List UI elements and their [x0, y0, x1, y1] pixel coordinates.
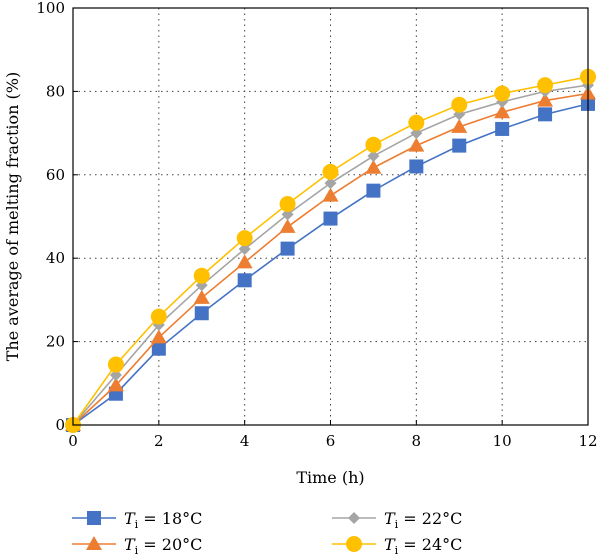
data-point [495, 121, 510, 136]
y-axis-label: The average of melting fraction (%) [3, 72, 22, 361]
legend-label-main: T [124, 509, 136, 528]
data-point [452, 138, 467, 153]
legend-label-sub: i [395, 518, 399, 531]
data-point [151, 341, 166, 356]
data-point [236, 230, 253, 247]
y-tick-label: 20 [46, 333, 65, 351]
data-point [193, 289, 210, 304]
data-point [367, 150, 380, 163]
data-point [279, 218, 296, 233]
legend-label-rest: = 22°C [398, 509, 462, 528]
legend-marker [87, 511, 101, 525]
legend-label-main: T [124, 535, 136, 554]
y-tick-label: 100 [36, 0, 65, 17]
data-point [280, 241, 295, 256]
legend-item: Ti = 22°C [332, 509, 462, 531]
data-point [150, 329, 167, 344]
data-point [322, 163, 339, 180]
data-point [194, 306, 209, 321]
data-point [238, 243, 251, 256]
legend-label: Ti = 18°C [124, 509, 202, 531]
legend-label-rest: = 20°C [138, 535, 202, 554]
legend-marker [348, 512, 360, 524]
legend-item: Ti = 24°C [332, 535, 462, 556]
y-tick-label: 0 [55, 416, 65, 434]
data-point [107, 377, 124, 392]
legend-label-sub: i [135, 544, 139, 556]
data-point [324, 177, 337, 190]
y-tick-label: 80 [46, 82, 65, 100]
legend-item: Ti = 18°C [72, 509, 202, 531]
legend-marker [346, 536, 362, 552]
axis-ticks: 0 2 4 6 8 10 12 0 20 40 60 80 100 [36, 0, 597, 450]
legend-label: Ti = 22°C [384, 509, 462, 531]
data-point [281, 208, 294, 221]
data-point [279, 195, 296, 212]
legend-marker [86, 536, 102, 550]
data-point [408, 137, 425, 152]
series-diamond [67, 79, 594, 431]
x-tick-label: 10 [493, 432, 512, 450]
x-tick-label: 8 [412, 432, 422, 450]
data-point [365, 136, 382, 153]
x-tick-label: 6 [326, 432, 336, 450]
data-point [237, 273, 252, 288]
legend-label-sub: i [135, 518, 139, 531]
data-point [451, 118, 468, 133]
data-point [409, 159, 424, 174]
legend: Ti = 18°CTi = 20°CTi = 22°CTi = 24°C [72, 509, 462, 556]
data-point [538, 107, 553, 122]
y-tick-label: 40 [46, 249, 65, 267]
data-point [451, 96, 468, 113]
data-point [494, 104, 511, 119]
legend-label: Ti = 24°C [384, 535, 462, 556]
data-point [494, 85, 511, 102]
data-point [410, 127, 423, 140]
series-line [72, 92, 589, 426]
data-point [109, 368, 122, 381]
data-point [537, 92, 554, 107]
data-point [150, 308, 167, 325]
series-square [66, 96, 595, 432]
legend-label-sub: i [395, 544, 399, 556]
data-point [322, 187, 339, 202]
data-point [107, 356, 124, 373]
data-point [408, 114, 425, 131]
legend-label-rest: = 18°C [138, 509, 202, 528]
data-point [537, 77, 554, 94]
data-point [366, 183, 381, 198]
legend-label-main: T [384, 509, 396, 528]
data-point [365, 159, 382, 174]
x-tick-label: 4 [240, 432, 250, 450]
y-tick-label: 60 [46, 166, 65, 184]
x-tick-label: 12 [578, 432, 597, 450]
legend-label-main: T [384, 535, 396, 554]
x-axis-label: Time (h) [296, 468, 364, 487]
series-line [72, 84, 589, 426]
x-tick-label: 2 [154, 432, 164, 450]
data-point [236, 254, 253, 269]
data-point [193, 267, 210, 284]
x-tick-label: 0 [68, 432, 78, 450]
legend-item: Ti = 20°C [72, 535, 202, 556]
legend-label: Ti = 20°C [124, 535, 202, 556]
legend-label-rest: = 24°C [398, 535, 462, 554]
data-point [323, 211, 338, 226]
